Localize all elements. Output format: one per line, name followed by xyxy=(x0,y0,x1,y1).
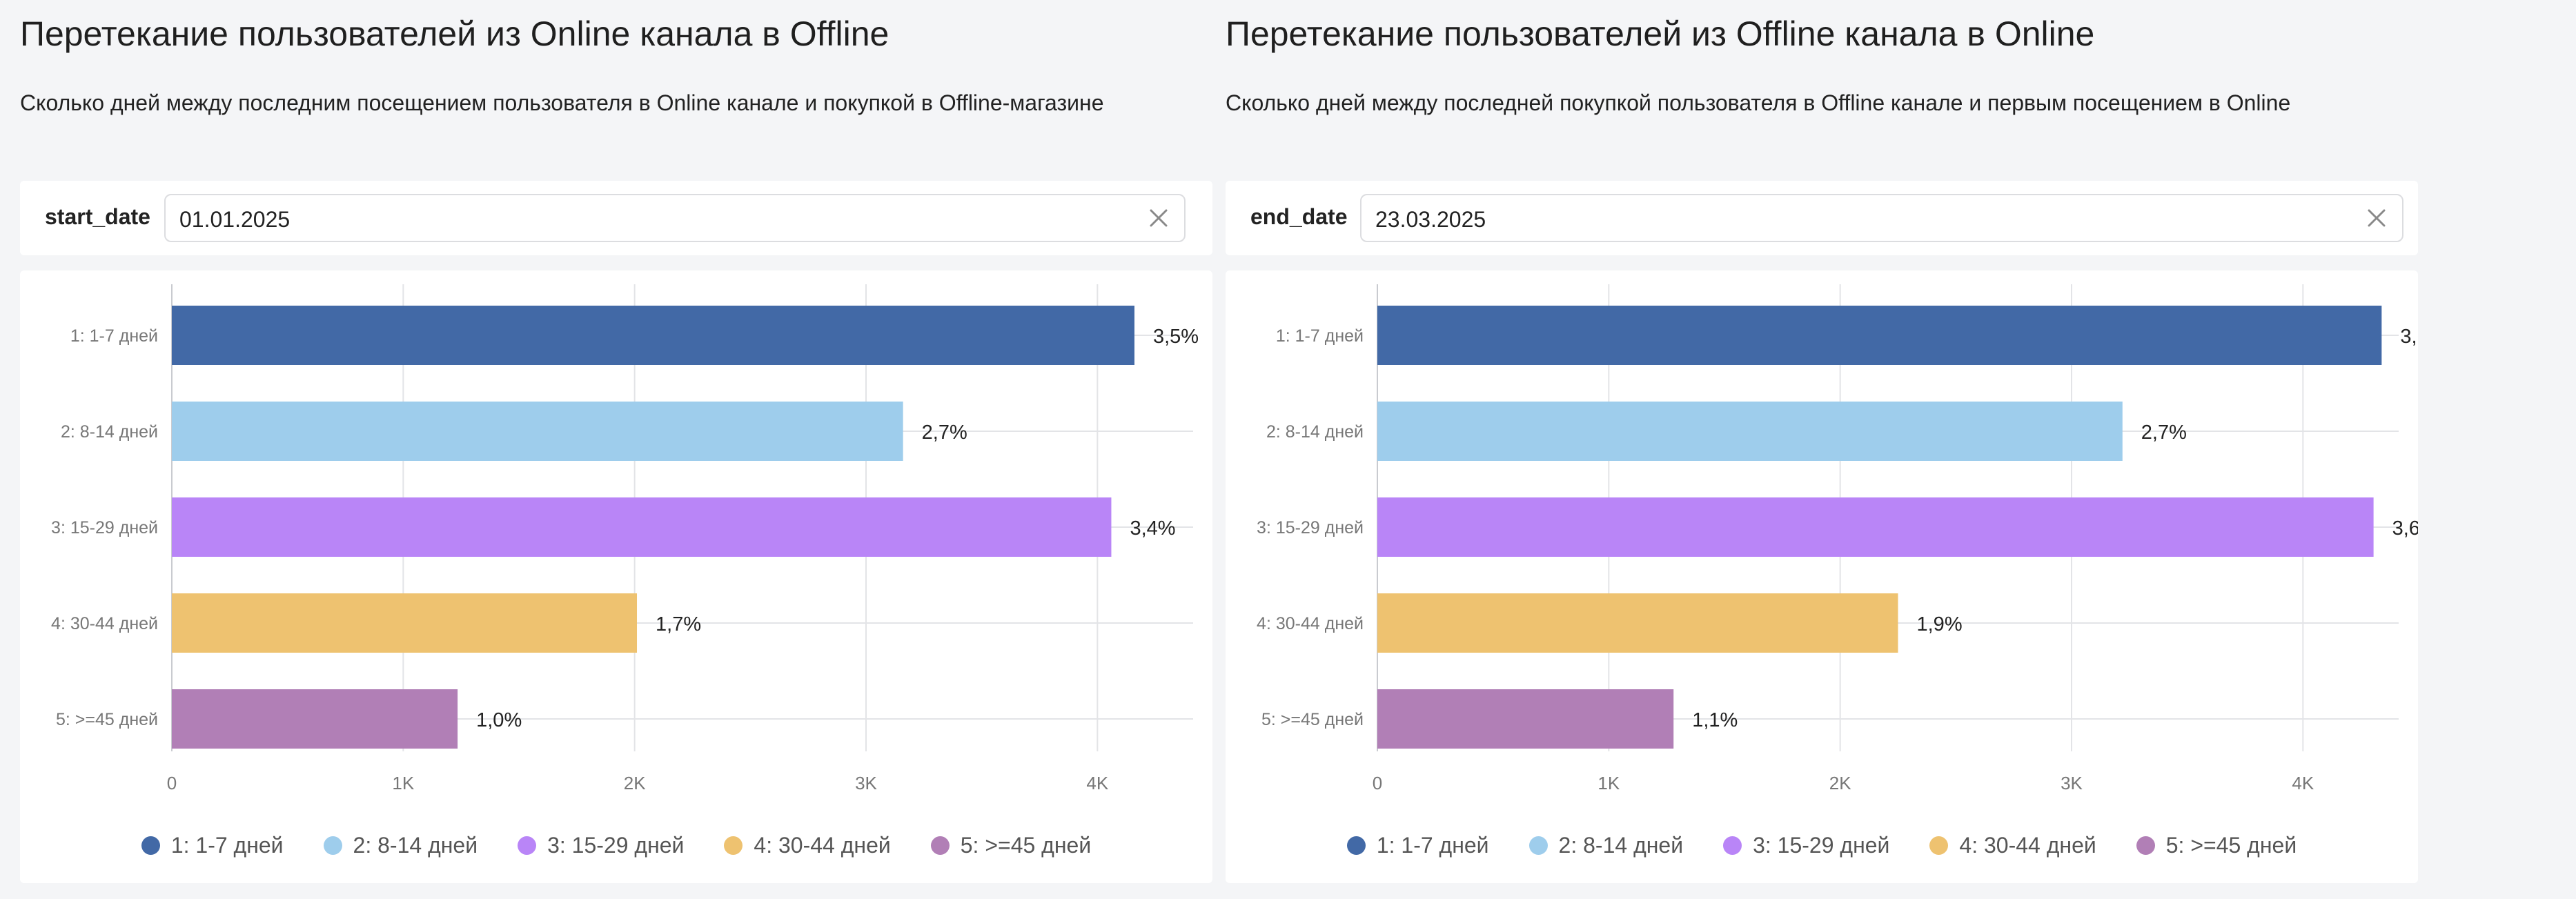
panel-title: Перетекание пользователей из Online кана… xyxy=(20,14,889,53)
data-label: 1,7% xyxy=(656,613,701,635)
bar[interactable] xyxy=(1377,689,1674,749)
date-filter: start_date 01.01.2025 xyxy=(20,181,1212,255)
y-category-label: 2: 8-14 дней xyxy=(61,422,158,442)
legend-item[interactable]: 3: 15-29 дней xyxy=(1723,833,1889,858)
y-category-label: 5: >=45 дней xyxy=(1261,710,1364,729)
circle-icon xyxy=(1528,836,1548,855)
x-tick-label: 3K xyxy=(2061,773,2083,793)
y-category-label: 2: 8-14 дней xyxy=(1266,422,1364,442)
legend-label: 1: 1-7 дней xyxy=(170,832,284,858)
bar-chart: 0 1K 2K 3K 4K 1: 1-7 дней 3,5% 2: 8-14 дней 2,7%… xyxy=(20,270,1212,883)
circle-icon xyxy=(141,836,160,855)
y-category-label: 5: >=45 дней xyxy=(56,710,158,729)
bar[interactable] xyxy=(172,689,458,749)
y-category-label: 1: 1-7 дней xyxy=(70,326,158,346)
start-date-input[interactable]: 01.01.2025 xyxy=(164,194,1186,242)
filter-label: end_date xyxy=(1250,204,1348,229)
x-tick-label: 0 xyxy=(167,773,177,793)
bar[interactable] xyxy=(1377,306,2382,365)
date-filter: end_date 23.03.2025 xyxy=(1226,181,2418,255)
bar[interactable] xyxy=(172,593,638,653)
bar[interactable] xyxy=(172,306,1134,365)
x-tick-label: 0 xyxy=(1373,773,1382,793)
data-label: 1,0% xyxy=(476,709,522,731)
legend-label: 4: 30-44 дней xyxy=(754,832,891,858)
circle-icon xyxy=(1723,836,1742,855)
legend-label: 1: 1-7 дней xyxy=(1376,832,1489,858)
close-icon[interactable] xyxy=(1134,195,1183,241)
bar-chart-svg: 0 1K 2K 3K 4K 1: 1-7 дней 3,5% 2: 8-14 дней 2,7%… xyxy=(51,284,1199,793)
data-label: 1,1% xyxy=(1692,709,1738,731)
panel-online-to-offline: Перетекание пользователей из Online кана… xyxy=(20,0,1212,899)
legend-label: 3: 15-29 дней xyxy=(547,832,685,858)
legend-item[interactable]: 4: 30-44 дней xyxy=(724,832,891,858)
panel-subtitle: Сколько дней между последним посещением … xyxy=(20,90,1104,115)
bar[interactable] xyxy=(1377,497,2374,557)
data-label: 2,7% xyxy=(922,422,967,444)
bar[interactable] xyxy=(172,402,903,461)
legend-label: 4: 30-44 дней xyxy=(1959,832,2096,858)
x-tick-label: 4K xyxy=(1086,773,1108,793)
legend-label: 5: >=45 дней xyxy=(2165,832,2297,858)
bar[interactable] xyxy=(1377,593,1898,653)
y-category-label: 4: 30-44 дней xyxy=(51,614,158,633)
chart-legend: 1: 1-7 дней 2: 8-14 дней 3: 15-29 дней 4: 3… xyxy=(1226,828,2418,862)
x-tick-label: 1K xyxy=(1597,773,1620,793)
data-label: 3,6% xyxy=(2400,326,2418,348)
circle-icon xyxy=(518,836,537,855)
x-tick-label: 4K xyxy=(2292,773,2314,793)
chart-legend: 1: 1-7 дней 2: 8-14 дней 3: 15-29 дней 4: 3… xyxy=(20,828,1212,862)
x-tick-label: 3K xyxy=(855,773,877,793)
legend-label: 2: 8-14 дней xyxy=(1558,832,1684,858)
data-label: 3,6% xyxy=(2392,517,2418,540)
legend-label: 2: 8-14 дней xyxy=(353,832,478,858)
filter-label: start_date xyxy=(45,204,150,229)
circle-icon xyxy=(323,836,342,855)
filter-value: 23.03.2025 xyxy=(1375,207,1486,232)
panel-subtitle: Сколько дней между последней покупкой по… xyxy=(1226,90,2291,115)
bar-chart: 0 1K 2K 3K 4K 1: 1-7 дней 3,6% 2: 8-14 дней 2,7%… xyxy=(1226,270,2418,883)
data-label: 2,7% xyxy=(2141,422,2187,444)
circle-icon xyxy=(930,836,950,855)
data-label: 3,5% xyxy=(1153,326,1199,348)
circle-icon xyxy=(724,836,743,855)
legend-item[interactable]: 2: 8-14 дней xyxy=(1528,832,1684,858)
legend-item[interactable]: 4: 30-44 дней xyxy=(1929,833,2096,858)
y-category-label: 1: 1-7 дней xyxy=(1276,326,1364,346)
bar[interactable] xyxy=(172,497,1112,557)
y-category-label: 3: 15-29 дней xyxy=(1257,518,1364,537)
legend-label: 5: >=45 дней xyxy=(960,832,1092,858)
legend-item[interactable]: 1: 1-7 дней xyxy=(1346,832,1489,858)
data-label: 1,9% xyxy=(1917,613,1963,635)
legend-item[interactable]: 1: 1-7 дней xyxy=(141,833,284,858)
circle-icon xyxy=(1929,836,1949,855)
panel-offline-to-online: Перетекание пользователей из Offline кан… xyxy=(1226,0,2418,899)
bar[interactable] xyxy=(1377,402,2123,461)
legend-item[interactable]: 5: >=45 дней xyxy=(930,832,1092,858)
filter-value: 01.01.2025 xyxy=(179,207,291,232)
y-category-label: 4: 30-44 дней xyxy=(1257,614,1364,633)
y-category-label: 3: 15-29 дней xyxy=(51,518,158,537)
bar-chart-svg: 0 1K 2K 3K 4K 1: 1-7 дней 3,6% 2: 8-14 дней 2,7%… xyxy=(1257,284,2418,793)
legend-label: 3: 15-29 дней xyxy=(1753,832,1890,858)
x-tick-label: 2K xyxy=(624,773,646,793)
close-icon[interactable] xyxy=(2352,195,2401,241)
panel-title: Перетекание пользователей из Offline кан… xyxy=(1226,14,2095,53)
data-label: 3,4% xyxy=(1130,517,1175,540)
circle-icon xyxy=(1346,836,1366,855)
legend-item[interactable]: 5: >=45 дней xyxy=(2136,833,2297,858)
end-date-input[interactable]: 23.03.2025 xyxy=(1360,194,2403,242)
legend-item[interactable]: 2: 8-14 дней xyxy=(323,832,478,858)
legend-item[interactable]: 3: 15-29 дней xyxy=(518,833,684,858)
x-tick-label: 2K xyxy=(1829,773,1851,793)
x-tick-label: 1K xyxy=(392,773,414,793)
circle-icon xyxy=(2136,836,2155,855)
